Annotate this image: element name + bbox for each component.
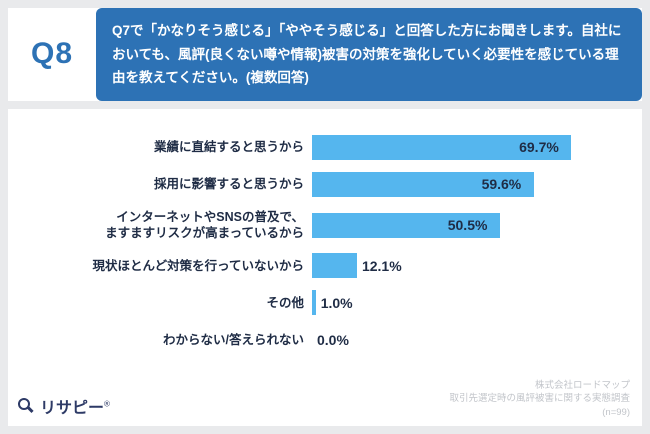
category-label: わからない/答えられない: [163, 332, 304, 347]
bar-track: 50.5%: [312, 212, 628, 238]
risapi-logo: リサピー®: [18, 394, 110, 418]
survey-credit: 株式会社ロードマップ 取引先選定時の風評被害に関する実態調査 (n=99): [449, 379, 630, 420]
bar-track: 0.0%: [312, 327, 628, 352]
logo-text: リサピー®: [40, 399, 110, 417]
bar: [312, 171, 534, 197]
category-label: インターネットやSNSの普及で、 ますますリスクが高まっているから: [105, 209, 304, 241]
category-label: 採用に影響すると思うから: [153, 177, 304, 192]
bar: [312, 212, 500, 238]
bar-track: 59.6%: [312, 171, 628, 197]
credit-line-company: 株式会社ロードマップ: [534, 379, 630, 391]
chart-card: 業績に直結すると思うから 69.7% 採用に影響すると思うから 59.6% インターネッ…: [8, 108, 642, 426]
bar-track: 69.7%: [312, 134, 628, 160]
magnifier-icon: [18, 398, 34, 414]
bar: [312, 134, 572, 160]
bar-track: 1.0%: [312, 290, 628, 316]
chart-row: インターネットやSNSの普及で、 ますますリスクが高まっているから 50.5%: [22, 209, 628, 242]
category-label: 現状ほとんど対策を行っていないから: [92, 258, 304, 273]
value-label: 12.1%: [361, 257, 402, 274]
category-label: その他: [266, 295, 304, 310]
chart-rows: 業績に直結すると思うから 69.7% 採用に影響すると思うから 59.6% インターネッ…: [22, 134, 628, 353]
chart-row: 採用に影響すると思うから 59.6%: [22, 171, 628, 197]
value-label: 59.6%: [481, 176, 522, 193]
value-label: 0.0%: [317, 331, 349, 348]
bar-track: 12.1%: [312, 253, 628, 279]
credit-line-n: (n=99): [602, 407, 630, 419]
bar: [312, 253, 357, 279]
value-label: 1.0%: [320, 294, 353, 311]
chart-row: わからない/答えられない 0.0%: [22, 327, 628, 352]
question-text: Q7で「かなりそう感じる」「ややそう感じる」と回答した方にお聞きします。自社にお…: [112, 23, 622, 86]
question-number: Q8: [30, 37, 74, 71]
question-text-box: Q7で「かなりそう感じる」「ややそう感じる」と回答した方にお聞きします。自社にお…: [96, 8, 642, 101]
question-header: Q8 Q7で「かなりそう感じる」「ややそう感じる」と回答した方にお聞きします。自…: [8, 8, 642, 101]
credit-line-survey: 取引先選定時の風評被害に関する実態調査: [449, 393, 630, 405]
chart-row: 現状ほとんど対策を行っていないから 12.1%: [22, 253, 628, 279]
value-label: 69.7%: [519, 139, 559, 156]
chart-row: 業績に直結すると思うから 69.7%: [22, 134, 628, 160]
bar: [312, 290, 316, 316]
category-label: 業績に直結すると思うから: [153, 140, 304, 155]
registered-mark: ®: [104, 399, 110, 409]
chart-row: その他 1.0%: [22, 290, 628, 316]
value-label: 50.5%: [447, 217, 488, 234]
